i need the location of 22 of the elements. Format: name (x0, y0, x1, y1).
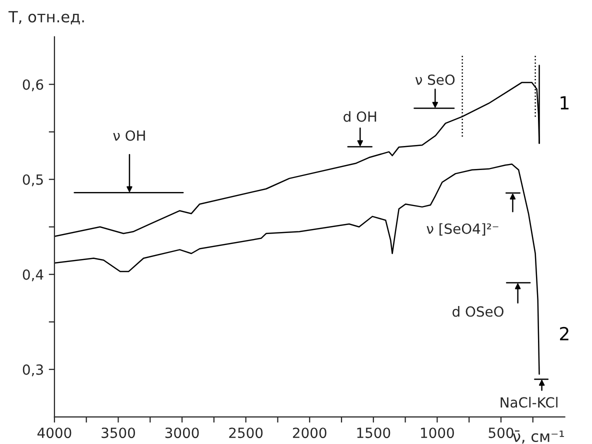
annotation: NaCl-KCl (500, 396, 558, 408)
y-tick-label: 0,6 (22, 79, 44, 92)
series-label: 1 (560, 96, 569, 110)
annotation: ν [SeO4]²⁻ (426, 223, 498, 236)
y-tick-label: 0,5 (22, 174, 43, 186)
x-tick-label: 4000 (37, 428, 72, 438)
series-label: 2 (560, 326, 568, 340)
x-tick-label: 1500 (357, 428, 390, 438)
y-tick-label: 0,4 (22, 269, 44, 282)
annotation: ν OH (113, 130, 145, 141)
x-tick-label: 2000 (292, 428, 326, 438)
x-axis-title: ν̄, см⁻¹ (512, 430, 564, 444)
x-tick-label: 3500 (102, 428, 136, 438)
x-tick-label: 2500 (229, 428, 263, 438)
x-tick-label: 3000 (165, 428, 199, 438)
y-tick-label: 0,3 (22, 364, 43, 376)
x-tick-label: 1000 (421, 428, 454, 438)
annotation: d OH (344, 111, 376, 122)
x-tick-label: 500 (488, 428, 514, 438)
annotation: ν SeO (415, 74, 455, 85)
annotation: d OSeO (452, 306, 504, 317)
y-axis-title: T, отн.ед. (8, 11, 84, 24)
